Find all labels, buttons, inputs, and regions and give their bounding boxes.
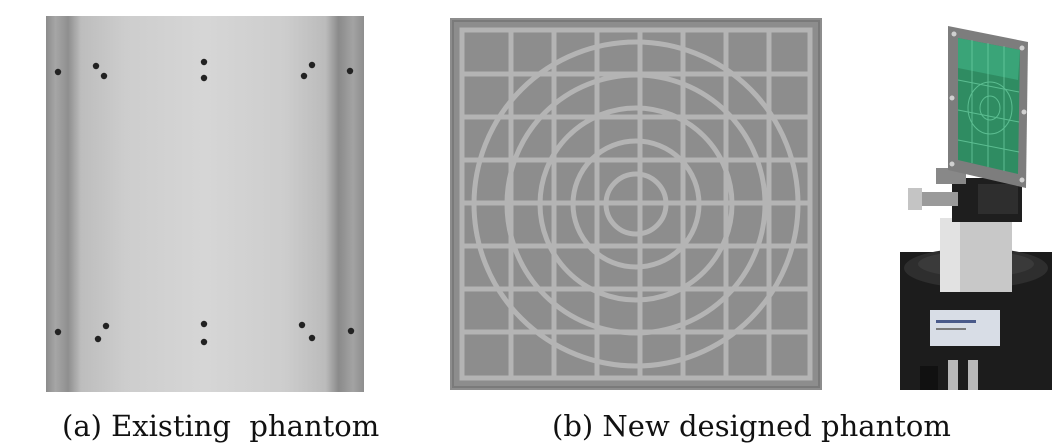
new-phantom-radiograph bbox=[450, 18, 822, 390]
new-phantom-photo bbox=[900, 20, 1052, 390]
existing-phantom-image bbox=[46, 16, 364, 392]
caption-b: (b) New designed phantom bbox=[552, 409, 951, 443]
caption-a: (a) Existing phantom bbox=[62, 409, 380, 443]
